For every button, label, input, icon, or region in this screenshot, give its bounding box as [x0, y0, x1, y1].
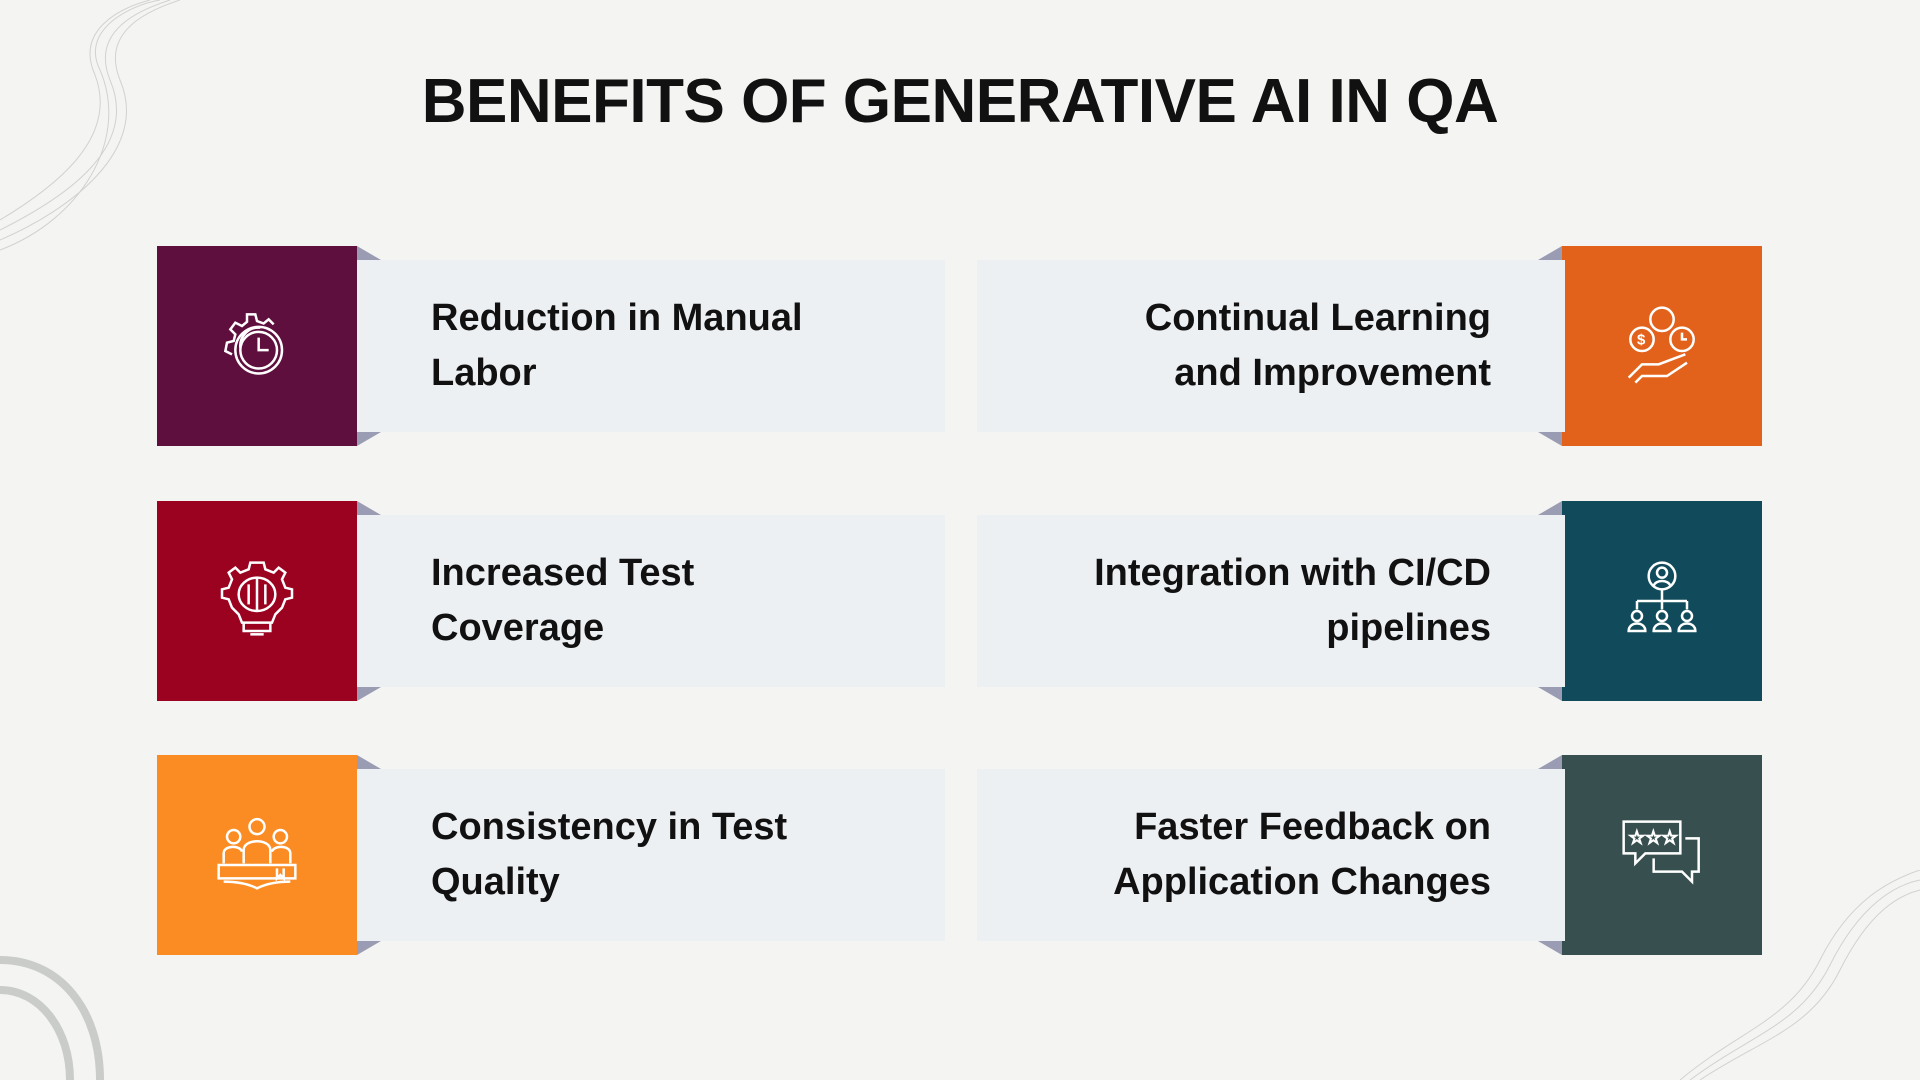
benefit-label: Continual Learning and Improvement	[1144, 297, 1491, 394]
benefit-panel: Reduction in Manual Labor	[357, 260, 945, 432]
icon-tile: ☆☆☆	[1562, 755, 1762, 955]
fold-corner-top	[1538, 755, 1562, 769]
icon-tile: $	[1562, 246, 1762, 446]
benefit-label: Reduction in Manual Labor	[431, 297, 803, 394]
fold-corner-bottom	[357, 941, 381, 955]
fold-corner-top	[1538, 501, 1562, 515]
benefit-label: Consistency in Test Quality	[431, 806, 788, 903]
fold-corner-bottom	[1538, 432, 1562, 446]
decorative-circles-bottom-left	[0, 956, 104, 1080]
decorative-wave-bottom-right	[1680, 870, 1920, 1080]
svg-text:☆☆☆: ☆☆☆	[1629, 827, 1678, 848]
icon-tile	[157, 246, 357, 446]
benefit-panel: Faster Feedback on Application Changes	[977, 769, 1565, 941]
hand-money-people-icon: $	[1627, 306, 1695, 384]
decorative-wave-top-left	[0, 0, 180, 251]
icon-tile	[157, 501, 357, 701]
page-title: BENEFITS OF GENERATIVE AI IN QA	[421, 67, 1499, 136]
benefit-panel: Integration with CI/CD pipelines	[977, 515, 1565, 687]
org-hierarchy-icon	[1627, 561, 1697, 633]
rating-chat-icon: ☆☆☆	[1622, 820, 1700, 885]
fold-corner-bottom	[1538, 687, 1562, 701]
icon-tile	[1562, 501, 1762, 701]
benefit-panel: Increased Test Coverage	[357, 515, 945, 687]
fold-corner-top	[357, 246, 381, 260]
fold-corner-bottom	[1538, 941, 1562, 955]
benefit-label: Increased Test Coverage	[431, 552, 695, 649]
fold-corner-bottom	[357, 432, 381, 446]
svg-text:$: $	[1637, 331, 1646, 348]
fold-corner-bottom	[357, 687, 381, 701]
icon-tile	[157, 755, 357, 955]
fold-corner-top	[357, 501, 381, 515]
fold-corner-top	[357, 755, 381, 769]
benefit-label: Integration with CI/CD pipelines	[1094, 552, 1491, 649]
benefit-label: Faster Feedback on Application Changes	[1113, 806, 1491, 903]
brain-bulb-gear-icon	[220, 561, 294, 636]
fold-corner-top	[1538, 246, 1562, 260]
group-book-icon	[217, 817, 297, 890]
benefit-panel: Continual Learning and Improvement	[977, 260, 1565, 432]
gear-clock-icon	[223, 313, 284, 375]
benefit-panel: Consistency in Test Quality	[357, 769, 945, 941]
